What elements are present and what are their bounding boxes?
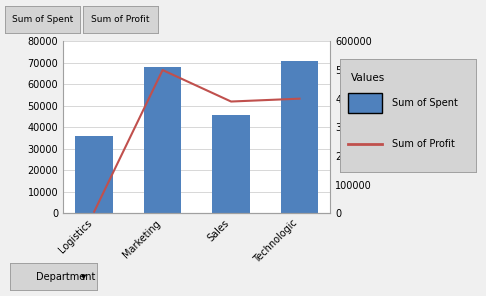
FancyBboxPatch shape — [348, 93, 382, 113]
Text: ▼: ▼ — [81, 274, 87, 280]
Text: Sum of Spent: Sum of Spent — [12, 15, 73, 24]
Text: Sum of Profit: Sum of Profit — [91, 15, 150, 24]
Text: Sum of Profit: Sum of Profit — [392, 139, 455, 149]
Text: Sum of Spent: Sum of Spent — [392, 98, 458, 108]
Bar — [281, 61, 318, 213]
Bar — [75, 136, 113, 213]
Bar — [212, 115, 250, 213]
Bar — [144, 67, 181, 213]
Text: Department: Department — [36, 272, 95, 282]
Text: Values: Values — [351, 73, 385, 83]
